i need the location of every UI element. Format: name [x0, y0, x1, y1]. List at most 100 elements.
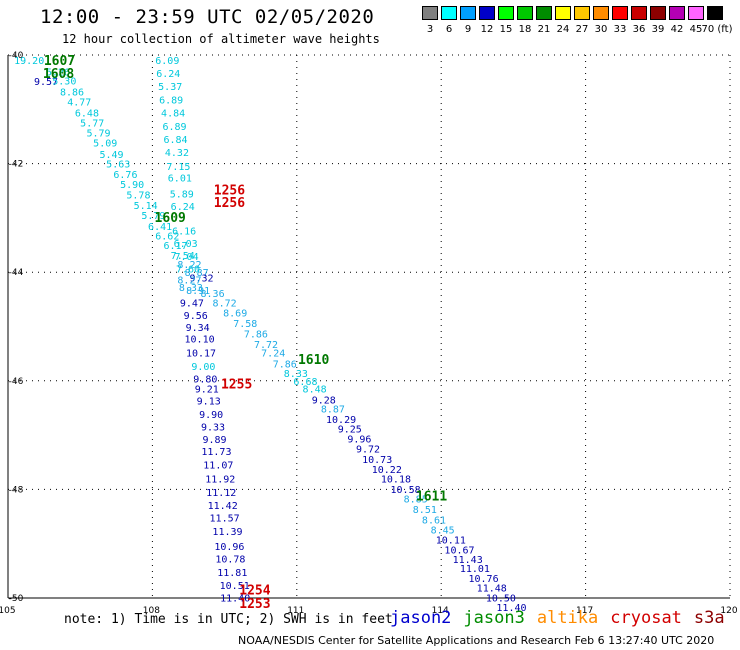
wave-height-label: 7.60: [176, 264, 200, 275]
wave-height-label: 7.15: [166, 162, 190, 173]
map-subtitle: 12 hour collection of altimeter wave hei…: [62, 32, 380, 46]
scale-swatch: [631, 6, 647, 20]
pass-number-label: 1611: [416, 489, 447, 504]
observation-labels: 19.209.575.265.308.864.776.485.775.795.0…: [14, 56, 526, 614]
wave-height-label: 6.62: [155, 231, 179, 242]
wave-height-label: 7.86: [273, 359, 297, 370]
wave-height-label: 5.49: [99, 150, 123, 161]
wave-height-label: 6.17: [163, 241, 187, 252]
wave-height-label: 11.12: [206, 488, 236, 499]
wave-height-label: 5.30: [52, 77, 76, 88]
pass-number-label: 1256: [214, 196, 245, 211]
wave-height-label: 6.89: [162, 122, 186, 133]
wave-height-label: 5.90: [120, 180, 144, 191]
scale-swatch: [574, 6, 590, 20]
footnote: note: 1) Time is in UTC; 2) SWH is in fe…: [64, 612, 393, 627]
wave-height-label: 9.56: [184, 311, 208, 322]
wave-height-label: 4.84: [161, 109, 185, 120]
wave-height-label: 8.36: [201, 289, 225, 300]
scale-label: 27: [575, 24, 589, 35]
wave-height-label: 6.48: [75, 109, 99, 120]
wave-height-label: 11.81: [217, 568, 247, 579]
wave-height-label: 8.86: [60, 87, 84, 98]
longitude-tick-labels: 105 108 111 114 117 120: [0, 606, 738, 616]
legend-item: altika: [536, 608, 599, 628]
wave-height-label: 11.43: [453, 555, 483, 566]
latitude-tick-labels: -40 -42 -44 -46 -48 -50: [9, 51, 24, 604]
wave-height-label: 10.73: [362, 455, 392, 466]
wave-height-label: 5.78: [126, 191, 150, 202]
wave-height-label: 11.07: [203, 460, 233, 471]
wave-height-label: 6.16: [172, 226, 196, 237]
scale-label: 21: [537, 24, 551, 35]
wave-height-label: 5.77: [80, 118, 104, 129]
wave-height-label: 8.87: [321, 404, 345, 415]
pass-number-label: 1608: [43, 67, 74, 82]
scale-label: 42: [670, 24, 684, 35]
wave-height-label: 11.48: [477, 584, 507, 595]
wave-height-label: 10.50: [486, 593, 516, 604]
wave-height-label: 11.40: [496, 603, 526, 614]
scale-swatch: [555, 6, 571, 20]
scale-swatch: [460, 6, 476, 20]
scale-swatch: [650, 6, 666, 20]
scale-swatch: [498, 6, 514, 20]
wave-height-label: 9.47: [180, 299, 204, 310]
longitude-tick-label: 105: [0, 606, 16, 616]
scale-swatch: [517, 6, 533, 20]
wave-height-label: 10.11: [436, 535, 466, 546]
wave-height-label: 9.28: [312, 395, 336, 406]
wave-height-label: 11.42: [208, 501, 238, 512]
wave-height-label: 6.24: [171, 202, 195, 213]
wave-height-label: 11.39: [212, 527, 242, 538]
wave-height-label: 9.33: [201, 422, 225, 433]
pass-number-label: 1256: [214, 184, 245, 199]
wave-height-label: 5.79: [141, 211, 165, 222]
satellite-legend: jason2 jason3 altika cryosat s3a: [390, 608, 737, 628]
wave-height-label: 6.84: [163, 135, 187, 146]
wave-height-label: 8.61: [422, 515, 446, 526]
wave-height-label: 4.77: [67, 98, 91, 109]
wave-height-label: 10.51: [220, 581, 250, 592]
wave-height-label: 11.57: [210, 514, 240, 525]
wave-height-label: 9.13: [197, 396, 221, 407]
wave-height-label: 7.58: [233, 319, 257, 330]
legend-item: cryosat: [610, 608, 682, 628]
wave-height-label: 8.72: [213, 299, 237, 310]
credit-line: NOAA/NESDIS Center for Satellite Applica…: [238, 634, 715, 647]
wave-height-label: 10.76: [469, 574, 499, 585]
legend-item: jason3: [463, 608, 525, 628]
pass-number-label: 1609: [155, 211, 186, 226]
wave-height-label: 6.41: [148, 222, 172, 233]
wave-height-label: 5.79: [86, 129, 110, 140]
pass-number-label: 1254: [239, 583, 270, 598]
latitude-tick-label: -42: [9, 160, 24, 170]
longitude-tick-label: 117: [576, 606, 593, 616]
scale-label: 12: [480, 24, 494, 35]
legend-item: s3a: [693, 608, 725, 628]
wave-height-label: 8.91: [186, 286, 210, 297]
scale-swatch: [593, 6, 609, 20]
lat-lon-grid: [7, 54, 731, 599]
wave-height-label: 11.92: [205, 475, 235, 486]
wave-height-label: 10.10: [185, 334, 215, 345]
latitude-tick-label: -48: [9, 485, 24, 495]
wave-height-label: 7.54: [171, 251, 195, 262]
wave-height-label: 6.01: [168, 174, 192, 185]
wave-height-label: 5.37: [158, 82, 182, 93]
wave-height-label: 6.24: [156, 69, 180, 80]
wave-height-label: 7.86: [244, 330, 268, 341]
scale-label: 39: [651, 24, 665, 35]
wave-height-label: 10.18: [381, 475, 411, 486]
latitude-tick-label: -44: [9, 268, 24, 278]
wave-height-label: 6.76: [113, 170, 137, 181]
wave-height-label: 6.68: [293, 377, 317, 388]
wave-height-label: 9.21: [195, 384, 219, 395]
pass-number-label: 1610: [298, 353, 329, 368]
latitude-tick-label: -46: [9, 377, 24, 387]
latitude-tick-label: -50: [9, 594, 24, 604]
wave-height-label: 10.78: [215, 554, 245, 565]
wave-height-label: 9.90: [199, 410, 223, 421]
map-frame: [7, 55, 730, 599]
